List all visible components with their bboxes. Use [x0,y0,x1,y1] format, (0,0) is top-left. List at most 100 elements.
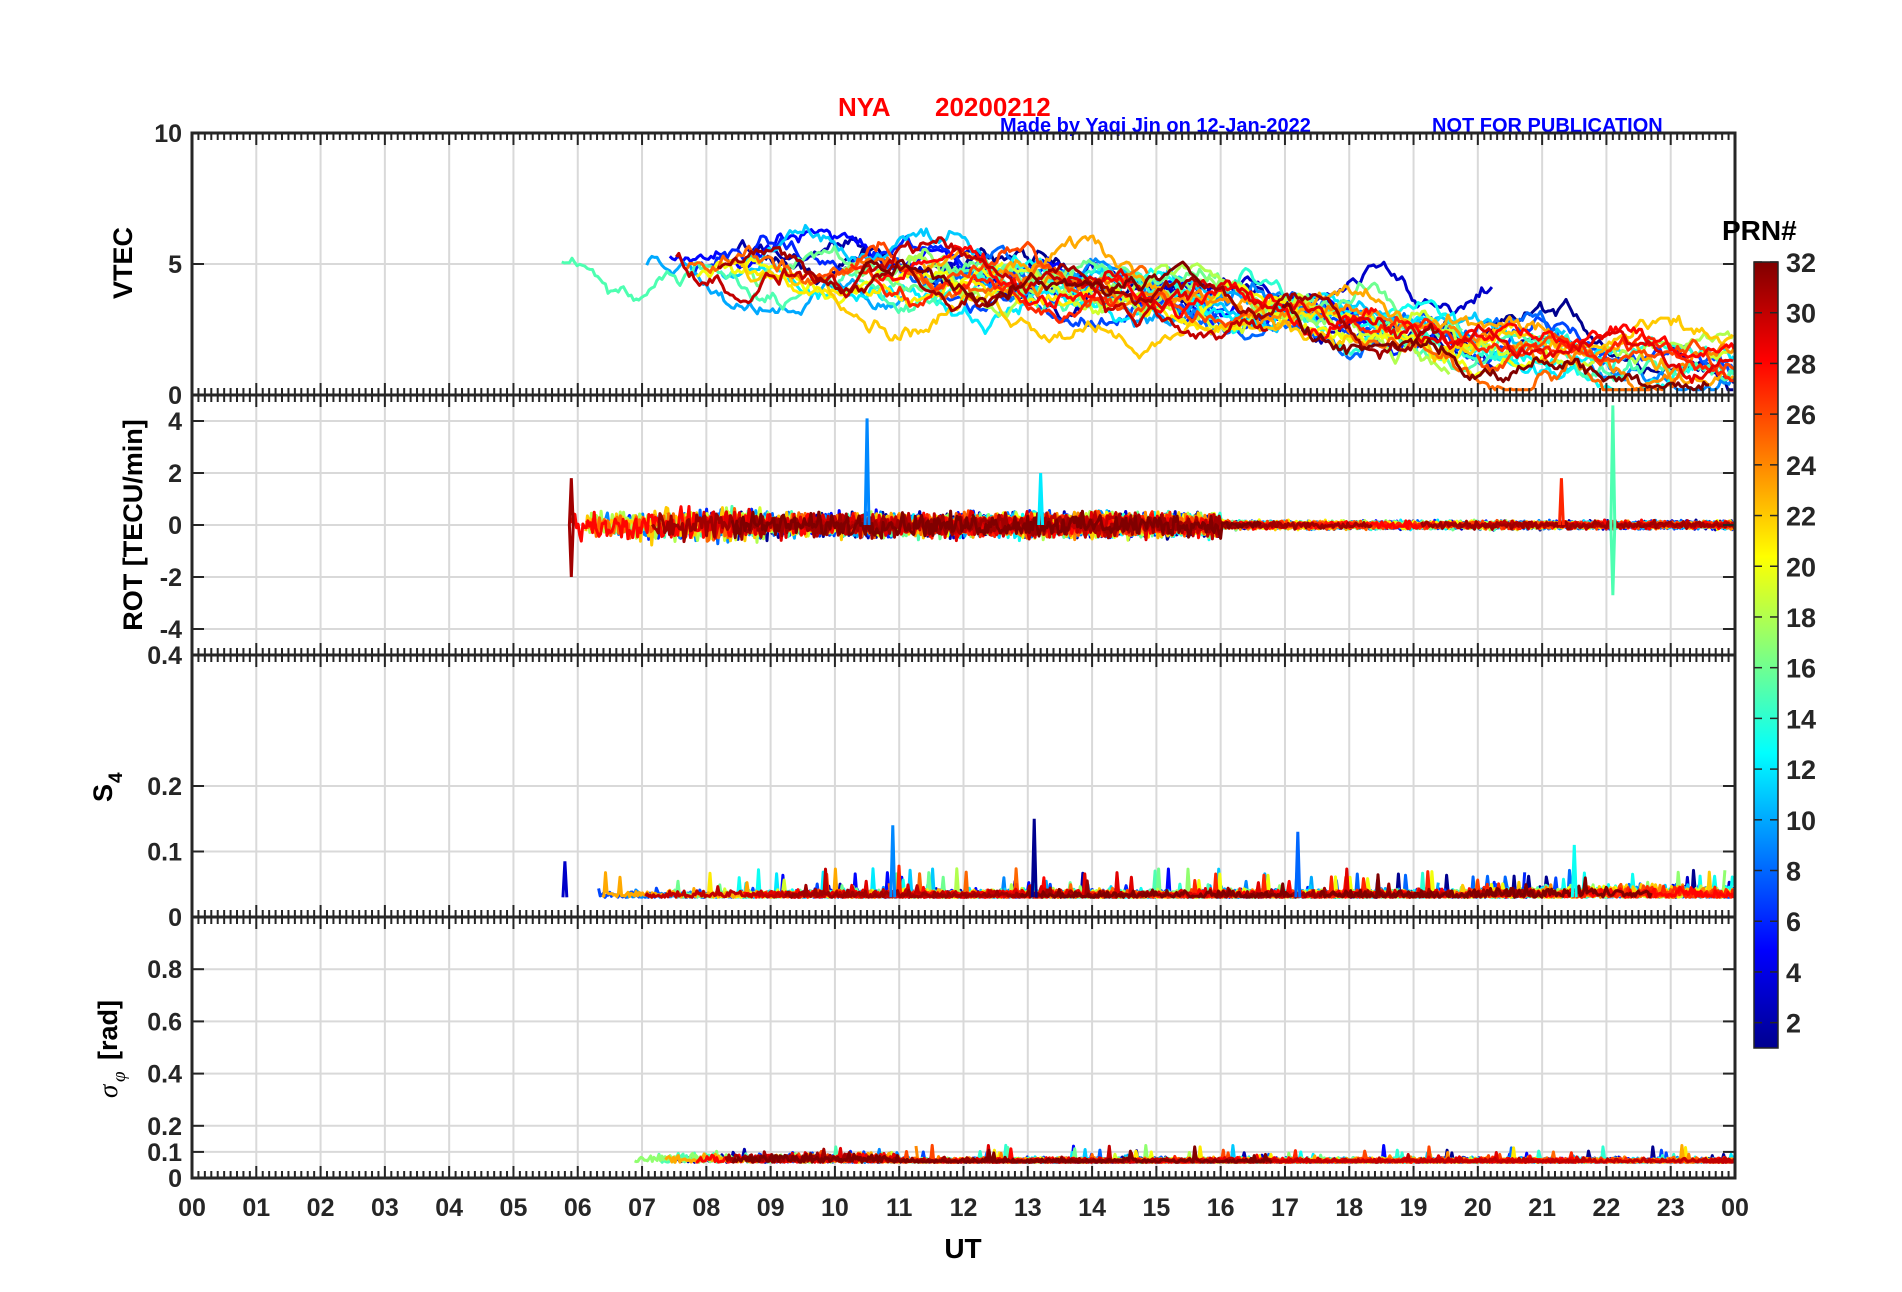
colorbar-tick-label: 16 [1786,654,1816,684]
x-tick-label: 22 [1593,1194,1621,1222]
y-tick-label: -4 [160,616,182,644]
spike-mark [1609,405,1617,526]
colorbar-tick-label: 32 [1786,248,1816,278]
colorbar-tick-label: 24 [1786,451,1816,481]
x-tick-label: 00 [1721,1194,1749,1222]
spike-mark [1294,831,1302,898]
series-prn-30 [675,236,1269,341]
y-tick-label: 0 [168,1165,182,1193]
sigma-ylabel-unit: [rad] [93,1000,123,1060]
y-tick-label: 0.6 [147,1008,182,1036]
x-tick-label: 11 [886,1194,913,1222]
series-prn-26 [810,240,1271,328]
y-tick-label: 4 [168,408,182,436]
spike-mark [1557,478,1565,526]
x-tick-label: 20 [1464,1194,1492,1222]
vtec-ylabel: VTEC [108,227,138,299]
series-prn-24 [1000,274,1424,333]
y-tick-label: 0 [168,382,182,410]
series-group [597,864,1737,899]
colorbar-tick-label: 20 [1786,552,1816,582]
colorbar-tick-label: 18 [1786,603,1816,633]
s4-ylabel-sub: 4 [106,772,127,783]
x-tick-label: 14 [1078,1194,1106,1222]
series-prn-31 [1420,518,1737,531]
colorbar-tick-label: 6 [1786,907,1801,937]
spike-mark [1030,818,1038,898]
colorbar-tick-label: 8 [1786,857,1801,887]
y-tick-label: 0.4 [147,1061,182,1089]
sigma-ylabel: σ φ [rad] [93,1000,130,1098]
x-tick-labels: 00 01 02 03 04 05 06 07 08 09 10 11 12 13 14 15 16 17 18 19… [178,1194,1749,1222]
x-tick-label: 04 [435,1194,463,1222]
y-tick-label: 0 [168,904,182,932]
series-prn-32 [1019,882,1294,899]
spike-mark [1570,844,1578,898]
rot-panel: -4 -2 0 2 4 [160,393,1737,657]
series-prn-27 [849,263,1146,324]
colorbar-tick-label: 4 [1786,958,1801,988]
spike-mark [561,861,569,898]
series-group [570,504,1737,547]
x-tick-label: 16 [1207,1194,1235,1222]
y-tick-label: 0.1 [147,1139,182,1167]
x-tick-label: 12 [950,1194,978,1222]
x-tick-label: 17 [1271,1194,1299,1222]
station-title: NYA [838,92,891,122]
series-prn-29 [1063,268,1734,384]
series-group [633,1143,1737,1164]
sigma-ylabel-sub: φ [109,1071,130,1082]
x-tick-label: 09 [757,1194,785,1222]
series-prn-8 [883,244,1619,373]
x-tick-label: 05 [500,1194,528,1222]
colorbar [1753,261,1779,1049]
spike-mark [1037,472,1045,526]
colorbar-tick-label: 12 [1786,755,1816,785]
y-tick-label: 10 [154,120,182,148]
series-prn-32 [1318,873,1653,899]
x-tick-label: 10 [821,1194,849,1222]
x-tick-label: 08 [692,1194,720,1222]
x-tick-label: 19 [1400,1194,1428,1222]
x-tick-label: 00 [178,1194,206,1222]
y-tick-label: 0.2 [147,1113,182,1141]
colorbar-tick-label: 22 [1786,502,1816,532]
series-group [561,223,1736,392]
series-prn-32 [1281,301,1710,392]
rot-ylabel: ROT [TECU/min] [118,419,148,630]
series-prn-32 [731,1145,1273,1164]
y-tick-label: 0.2 [147,773,182,801]
s4-ylabel-main: S [88,784,118,802]
sigma-phi-panel: 00.10.2 0.4 0.6 0.8 [147,915,1737,1193]
y-tick-label: 0.4 [147,642,182,670]
y-tick-label: 2 [168,460,182,488]
series-prn-32 [730,509,1263,540]
y-tick-label: 5 [168,251,182,279]
vtec-panel: 0 5 10 [154,120,1737,410]
s4-panel: 0 0.1 0.2 0.4 [147,642,1737,932]
x-tick-label: 02 [307,1194,335,1222]
series-prn-20 [1198,282,1546,379]
spike-mark [1609,524,1617,596]
x-tick-label: 15 [1142,1194,1170,1222]
x-tick-label: 01 [242,1194,270,1222]
sigma-ylabel-main: σ [93,1083,123,1098]
colorbar-tick-label: 30 [1786,299,1816,329]
x-tick-label: 03 [371,1194,399,1222]
series-prn-15 [561,256,1165,314]
colorbar-tick-label: 14 [1786,704,1816,734]
y-tick-label: 0.8 [147,956,182,984]
series-prn-31 [716,245,1015,313]
spike-mark [863,418,871,526]
x-axis-label: UT [944,1233,981,1264]
date-title: 20200212 [935,92,1051,122]
x-tick-label: 06 [564,1194,592,1222]
y-tick-label: -2 [160,564,182,592]
series-prn-12 [740,253,1626,380]
spike-mark [889,825,897,898]
x-tick-label: 07 [628,1194,656,1222]
x-tick-label: 21 [1528,1194,1556,1222]
colorbar-tick-label: 28 [1786,349,1816,379]
